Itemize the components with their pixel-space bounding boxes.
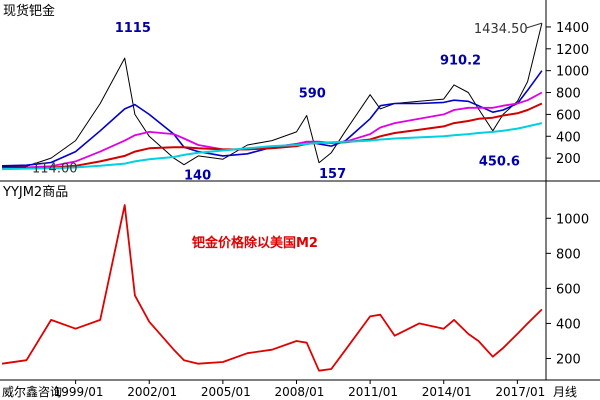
annotation-label: 114.00 bbox=[32, 162, 78, 177]
y-tick-label: 600 bbox=[556, 108, 581, 123]
y-tick-label: 1000 bbox=[556, 65, 589, 80]
series-ma_magenta-line bbox=[1, 91, 543, 169]
bottom-series-group bbox=[1, 204, 543, 372]
series-ratio-line bbox=[1, 204, 543, 372]
series-ma_blue-line bbox=[1, 70, 543, 167]
x-tick-label: 2002/01 bbox=[127, 385, 177, 399]
chart-frame bbox=[0, 0, 600, 381]
x-axis-unit: 月线 bbox=[553, 385, 577, 399]
annotation-label: 450.6 bbox=[479, 155, 520, 170]
y-tick-label: 800 bbox=[556, 87, 581, 102]
y-tick-label: 600 bbox=[556, 282, 581, 297]
top-panel-title: 现货钯金 bbox=[3, 3, 55, 19]
annotation-label: 1434.50 bbox=[474, 22, 528, 37]
bottom-panel: YYJM2商品 钯金价格除以美国M2 200 400 600 800 1000 bbox=[1, 185, 589, 372]
top-y-axis: 200 400 600 800 1000 1200 1400 bbox=[546, 21, 589, 167]
top-annotations: 1115 140 590 157 910.2 450.6 1434.50 114.00 bbox=[2, 21, 543, 184]
annotation-label: 140 bbox=[184, 169, 211, 184]
x-tick-label: 2011/01 bbox=[348, 385, 398, 399]
y-tick-label: 1200 bbox=[556, 43, 589, 58]
y-tick-label: 200 bbox=[556, 152, 581, 167]
x-tick-label: 1999/01 bbox=[54, 385, 104, 399]
watermark-text: 威尔鑫咨询 bbox=[2, 384, 62, 399]
x-tick-label: 2005/01 bbox=[201, 385, 251, 399]
x-tick-label: 2014/01 bbox=[422, 385, 472, 399]
annotation-label: 910.2 bbox=[440, 53, 481, 68]
x-tick-label: 2008/01 bbox=[274, 385, 324, 399]
series-ma_cyan-line bbox=[1, 122, 543, 171]
y-tick-label: 400 bbox=[556, 130, 581, 145]
annotation-label: 157 bbox=[319, 167, 346, 182]
top-panel: 现货钯金 200 400 600 800 1000 1200 1400 1115 140 590… bbox=[1, 3, 589, 184]
bottom-panel-annotation: 钯金价格除以美国M2 bbox=[191, 235, 318, 251]
annotation-leader-line bbox=[525, 22, 543, 29]
y-tick-label: 400 bbox=[556, 317, 581, 332]
y-tick-label: 1400 bbox=[556, 21, 589, 36]
series-price-line bbox=[1, 23, 543, 168]
annotation-label: 590 bbox=[299, 86, 326, 101]
bottom-y-axis: 200 400 600 800 1000 bbox=[546, 212, 589, 367]
y-tick-label: 1000 bbox=[556, 212, 589, 227]
y-tick-label: 200 bbox=[556, 352, 581, 367]
x-tick-label: 2017/01 bbox=[495, 385, 545, 399]
y-tick-label: 800 bbox=[556, 247, 581, 262]
x-axis: 威尔鑫咨询 月线 1999/01 2002/01 2005/01 2008/01 201… bbox=[2, 380, 577, 399]
annotation-label: 1115 bbox=[115, 21, 151, 36]
bottom-panel-title: YYJM2商品 bbox=[2, 185, 68, 200]
top-series-group bbox=[1, 23, 543, 171]
